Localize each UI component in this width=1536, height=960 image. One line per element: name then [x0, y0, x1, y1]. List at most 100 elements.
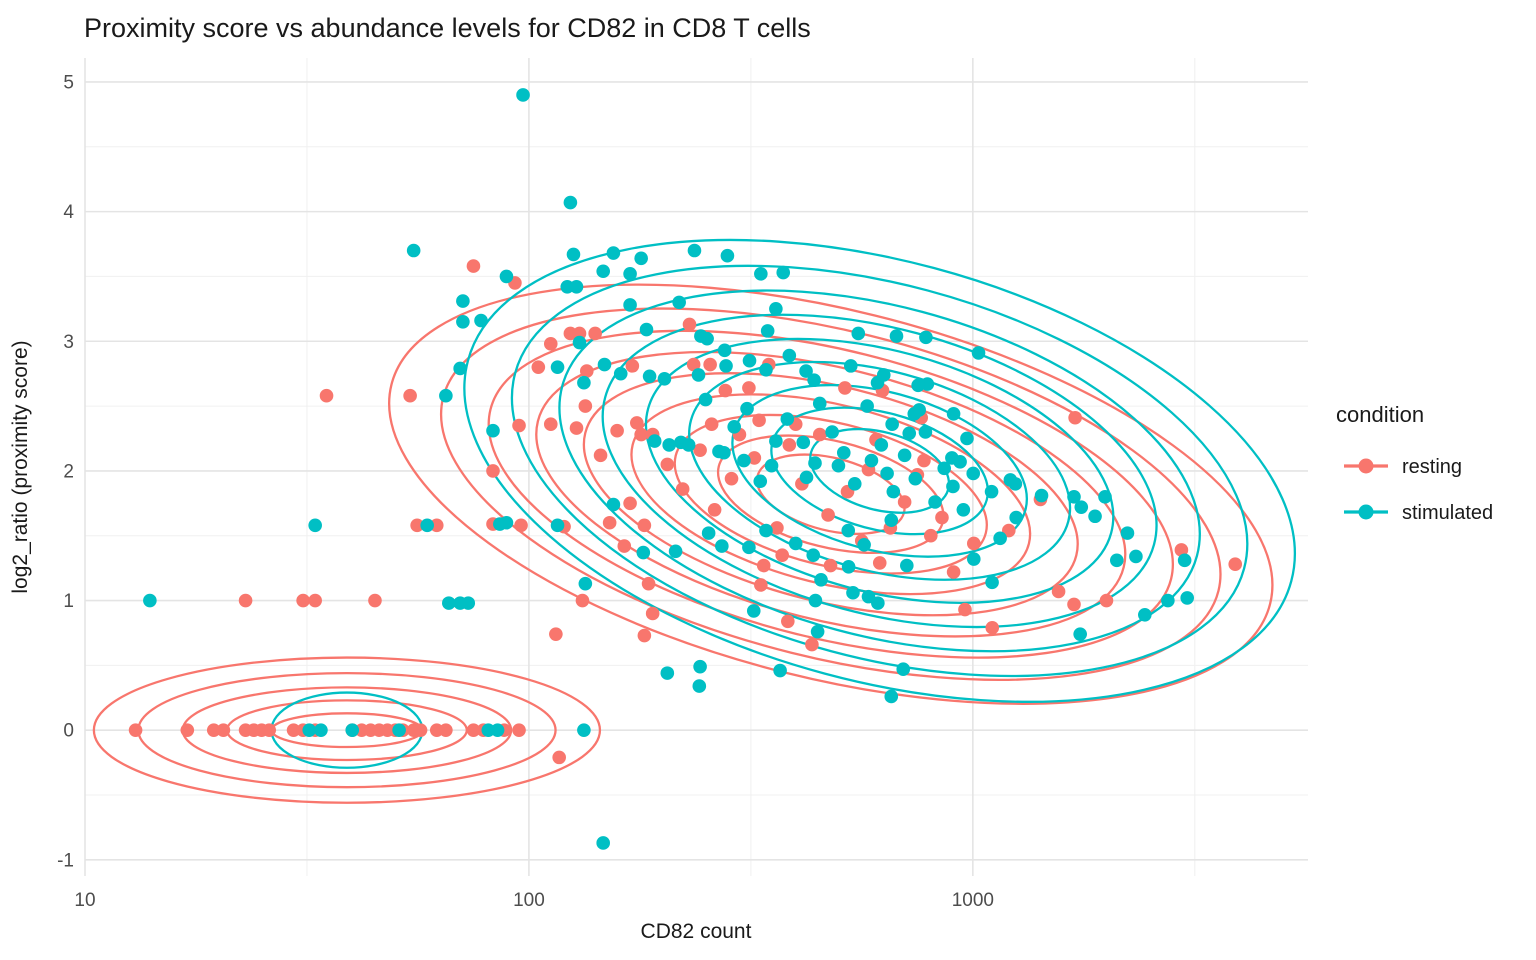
point-stimulated: [908, 471, 923, 486]
point-stimulated: [563, 195, 578, 210]
point-stimulated: [1073, 627, 1087, 642]
point-stimulated: [864, 453, 879, 468]
point-resting: [1099, 593, 1114, 608]
point-stimulated: [596, 264, 610, 279]
x-tick-label: 1000: [952, 890, 994, 911]
point-stimulated: [1074, 500, 1089, 514]
point-stimulated: [499, 269, 514, 284]
y-tick-label: 4: [63, 202, 74, 223]
point-resting: [617, 539, 632, 553]
point-resting: [286, 723, 301, 737]
point-resting: [531, 360, 546, 374]
point-stimulated: [314, 723, 328, 737]
point-stimulated: [143, 593, 157, 608]
point-stimulated: [474, 313, 488, 328]
point-stimulated: [971, 346, 986, 360]
point-resting: [410, 518, 424, 533]
point-stimulated: [880, 466, 894, 481]
point-stimulated: [907, 407, 922, 421]
point-stimulated: [984, 484, 999, 499]
point-resting: [588, 326, 602, 341]
point-resting: [569, 421, 584, 435]
point-resting: [637, 518, 652, 533]
point-resting: [838, 381, 852, 395]
point-stimulated: [302, 723, 317, 737]
point-resting: [413, 723, 428, 737]
point-resting: [1174, 543, 1189, 557]
point-stimulated: [841, 560, 856, 574]
point-stimulated: [687, 243, 702, 258]
point-resting: [549, 627, 563, 642]
point-resting: [805, 637, 819, 652]
point-resting: [718, 383, 733, 398]
point-resting: [368, 593, 382, 608]
y-tick-label: 5: [63, 72, 74, 93]
point-resting: [946, 565, 961, 579]
point-stimulated: [481, 723, 496, 737]
point-stimulated: [985, 575, 999, 590]
point-stimulated: [439, 388, 453, 403]
point-resting: [812, 427, 827, 442]
point-stimulated: [577, 375, 591, 390]
point-stimulated: [1120, 526, 1135, 540]
point-stimulated: [967, 552, 981, 566]
point-stimulated: [1008, 477, 1023, 491]
point-resting: [575, 593, 590, 608]
point-resting: [707, 502, 722, 517]
data-points: [128, 88, 1243, 850]
point-resting: [206, 723, 221, 737]
point-stimulated: [456, 315, 470, 329]
point-resting: [958, 602, 972, 617]
point-stimulated: [1180, 591, 1194, 605]
plot-panel: [85, 58, 1308, 876]
point-stimulated: [753, 474, 768, 489]
point-stimulated: [737, 453, 751, 468]
y-tick-label: 0: [63, 721, 74, 742]
point-resting: [308, 593, 322, 608]
point-stimulated: [613, 366, 628, 381]
point-stimulated: [1138, 607, 1152, 622]
legend-key-dot-stimulated: [1358, 504, 1374, 520]
point-resting: [403, 388, 417, 403]
point-stimulated: [759, 362, 773, 377]
point-stimulated: [642, 369, 657, 384]
point-stimulated: [681, 438, 696, 452]
point-stimulated: [550, 360, 565, 374]
point-stimulated: [597, 357, 612, 372]
point-stimulated: [719, 359, 733, 373]
legend-key-dot-resting: [1358, 458, 1374, 474]
point-stimulated: [946, 479, 960, 494]
point-resting: [660, 457, 675, 472]
point-resting: [823, 558, 838, 573]
y-tick-label: 2: [63, 461, 74, 482]
point-resting: [686, 357, 701, 372]
point-stimulated: [746, 604, 761, 618]
y-tick-label: 3: [63, 332, 74, 353]
legend-label-resting: resting: [1402, 456, 1462, 478]
point-stimulated: [769, 302, 783, 316]
point-resting: [216, 723, 231, 737]
point-stimulated: [700, 331, 714, 346]
point-stimulated: [1129, 549, 1143, 564]
point-resting: [781, 614, 795, 629]
point-stimulated: [993, 531, 1007, 546]
point-resting: [552, 750, 566, 765]
point-stimulated: [623, 267, 637, 281]
point-stimulated: [769, 434, 783, 448]
point-stimulated: [516, 88, 530, 102]
point-stimulated: [701, 526, 716, 540]
point-stimulated: [566, 247, 581, 262]
point-resting: [1001, 523, 1016, 538]
point-stimulated: [814, 572, 828, 587]
y-tick-label: -1: [57, 850, 74, 871]
point-stimulated: [623, 298, 637, 312]
density-contour-resting: [487, 329, 1174, 659]
point-stimulated: [717, 343, 732, 358]
point-resting: [675, 482, 690, 496]
point-resting: [985, 620, 1000, 635]
point-stimulated: [760, 324, 775, 338]
density-contours: [92, 238, 1296, 804]
point-stimulated: [937, 461, 952, 476]
point-stimulated: [453, 361, 467, 376]
point-stimulated: [647, 434, 662, 448]
